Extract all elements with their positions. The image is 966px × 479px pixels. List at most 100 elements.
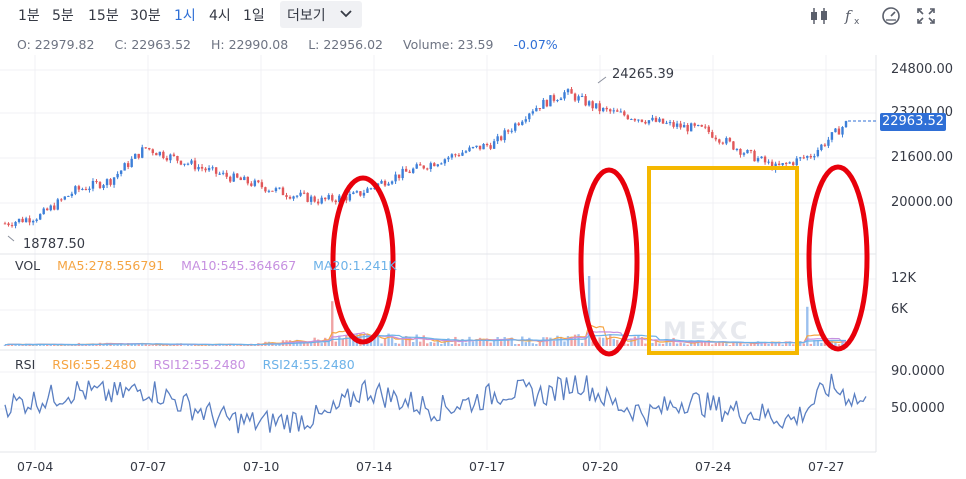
volume-bar xyxy=(830,340,834,346)
volume-bar xyxy=(31,344,35,346)
candle-body xyxy=(485,144,489,146)
candle-body xyxy=(183,163,186,165)
fullscreen-icon[interactable] xyxy=(915,6,937,26)
volume-bar xyxy=(95,344,98,346)
candle-body xyxy=(443,159,447,164)
volume-bar xyxy=(404,335,408,346)
volume-bar xyxy=(823,342,827,346)
volume-bar xyxy=(563,341,566,346)
volume-bar xyxy=(732,341,735,346)
volume-bar xyxy=(169,344,172,346)
volume-bar xyxy=(820,342,823,346)
candle-body xyxy=(517,123,520,125)
volume-bar xyxy=(394,342,397,346)
candle-body xyxy=(834,128,837,133)
volume-bar xyxy=(552,340,556,346)
candle-body xyxy=(253,180,257,186)
volume-bar xyxy=(485,338,489,346)
volume-bar xyxy=(721,341,725,346)
volume-bar xyxy=(17,344,21,346)
volume-bar xyxy=(679,342,682,346)
candle-body xyxy=(753,150,756,162)
volume-bar xyxy=(158,344,162,346)
volume-bar xyxy=(792,344,795,346)
candle-body xyxy=(239,177,242,181)
candle-body xyxy=(98,182,102,188)
candle-body xyxy=(749,150,753,152)
candle-body xyxy=(535,108,538,112)
volume-bar xyxy=(130,343,133,346)
time-tick: 07-24 xyxy=(695,459,732,474)
interval-1h[interactable]: 1시 xyxy=(174,8,196,24)
candle-body xyxy=(605,107,608,110)
volume-bar xyxy=(341,339,345,346)
candle-body xyxy=(362,192,366,196)
volume-bar xyxy=(799,341,802,346)
candle-body xyxy=(260,182,264,188)
volume-bar xyxy=(616,340,619,346)
candle-body xyxy=(756,158,760,162)
highlight-ellipse xyxy=(806,164,870,352)
volume-bar xyxy=(419,341,422,346)
volume-bar xyxy=(545,337,549,346)
volume-tick: 12K xyxy=(891,271,917,286)
indicator-fx-icon[interactable]: f x xyxy=(843,6,865,26)
volume-bar xyxy=(415,334,418,346)
price-tick: 24800.00 xyxy=(891,62,954,77)
candle-body xyxy=(38,214,42,220)
candlestick-icon[interactable] xyxy=(808,6,830,26)
candle-body xyxy=(714,137,718,140)
candle-body xyxy=(137,153,140,158)
interval-5m[interactable]: 5분 xyxy=(52,8,74,24)
candle-body xyxy=(602,107,605,112)
interval-1m[interactable]: 1분 xyxy=(18,8,40,24)
more-intervals-dropdown[interactable]: 더보기 xyxy=(280,1,362,28)
volume-bar xyxy=(447,338,450,346)
candle-body xyxy=(221,172,225,174)
volume-bar xyxy=(746,344,749,346)
volume-bar xyxy=(348,337,352,346)
volume-bar xyxy=(573,334,577,346)
ma10-label: MA10:545.364667 xyxy=(181,258,297,273)
more-label: 더보기 xyxy=(287,8,326,24)
volume-bar xyxy=(148,344,151,346)
rsi6-label: RSI6:55.2480 xyxy=(52,357,137,372)
rsi-series xyxy=(4,373,867,434)
candle-body xyxy=(503,130,506,141)
volume-bar xyxy=(514,344,517,346)
volume-bar xyxy=(401,337,404,346)
candle-body xyxy=(721,142,725,144)
candle-body xyxy=(141,147,144,158)
candle-body xyxy=(292,196,295,199)
volume-bar xyxy=(749,342,753,346)
interval-15m[interactable]: 15분 xyxy=(88,8,119,24)
candle-body xyxy=(697,124,700,126)
candle-body xyxy=(271,190,274,192)
candle-body xyxy=(545,99,549,107)
volume-bar xyxy=(225,344,228,346)
volume-bar xyxy=(464,342,468,346)
price-tick: 21600.00 xyxy=(891,150,954,165)
gauge-icon[interactable] xyxy=(880,6,902,26)
volume-bar xyxy=(707,340,710,346)
candle-body xyxy=(496,136,499,142)
svg-text:x: x xyxy=(854,17,860,26)
interval-4h[interactable]: 4시 xyxy=(209,8,231,24)
candle-body xyxy=(60,199,63,201)
candle-body xyxy=(707,126,710,133)
candle-body xyxy=(324,197,327,200)
candle-body xyxy=(457,154,461,156)
volume-bar xyxy=(123,345,126,346)
candle-body xyxy=(53,205,56,210)
volume-bar xyxy=(538,342,542,346)
candle-body xyxy=(397,174,401,179)
interval-30m[interactable]: 30분 xyxy=(130,8,161,24)
volume-bar xyxy=(742,344,746,346)
ma20-label: MA20:1.241K xyxy=(313,258,397,273)
time-tick: 07-10 xyxy=(243,459,280,474)
volume-bar xyxy=(112,345,116,346)
interval-1d[interactable]: 1일 xyxy=(243,8,265,24)
candle-body xyxy=(148,148,151,150)
candle-body xyxy=(799,157,802,159)
